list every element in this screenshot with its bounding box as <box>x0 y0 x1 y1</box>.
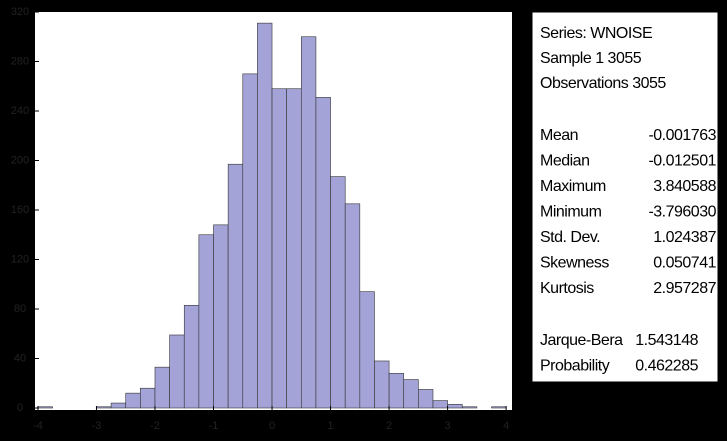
y-tick-label: 240 <box>11 105 29 117</box>
bar <box>315 97 331 409</box>
stats-header: Observations 3055 <box>540 75 666 92</box>
y-tick-label: 160 <box>11 204 29 216</box>
bar <box>403 379 419 409</box>
stat-value: -3.796030 <box>648 204 716 221</box>
bar <box>301 36 317 409</box>
stat-value: 3.840588 <box>653 178 716 195</box>
x-tick-label: 0 <box>269 420 275 432</box>
bar <box>227 163 244 409</box>
bar <box>418 389 434 409</box>
stats-header: Series: WNOISE <box>540 25 652 42</box>
y-tick-label: 0 <box>17 402 23 414</box>
stat-label: Mean <box>540 127 578 144</box>
x-tick-label: 2 <box>386 420 392 432</box>
y-tick-label: 120 <box>11 253 29 265</box>
bar <box>125 392 141 409</box>
stat-value: 1.024387 <box>653 229 716 246</box>
bar <box>37 406 53 409</box>
y-tick-label: 320 <box>11 6 29 18</box>
stat-value: -0.001763 <box>648 127 716 144</box>
bar <box>432 400 448 409</box>
bar <box>447 403 463 409</box>
bar <box>359 291 375 409</box>
x-tick-label: -1 <box>209 420 219 432</box>
y-tick-label: 280 <box>11 55 29 67</box>
stat-value: 1.543148 <box>635 332 698 349</box>
bar <box>154 366 170 409</box>
stat-value: -0.012501 <box>648 153 716 170</box>
bar <box>491 406 507 409</box>
bar <box>213 224 229 409</box>
bar <box>257 22 273 409</box>
stat-value: 2.957287 <box>653 280 716 297</box>
bar <box>286 88 302 409</box>
stat-label: Kurtosis <box>540 280 594 297</box>
y-tick-label: 40 <box>14 352 26 364</box>
stats-panel <box>531 11 719 383</box>
stats-header: Sample 1 3055 <box>540 50 642 67</box>
bar <box>198 234 214 409</box>
bar <box>140 387 156 409</box>
bar <box>169 334 185 409</box>
bar <box>110 402 127 409</box>
bar <box>96 406 112 409</box>
stat-value: 0.050741 <box>653 255 716 272</box>
stat-label: Maximum <box>540 178 606 195</box>
stat-label: Probability <box>540 358 610 375</box>
y-tick-label: 80 <box>14 303 26 315</box>
bar <box>344 203 361 409</box>
bar <box>374 360 390 409</box>
bar <box>242 73 258 409</box>
bar <box>330 176 346 409</box>
x-tick-label: -2 <box>150 420 160 432</box>
bar <box>461 406 478 409</box>
x-tick-label: 3 <box>445 420 451 432</box>
bar <box>183 304 200 409</box>
stat-label: Std. Dev. <box>540 229 600 246</box>
bar <box>271 88 287 409</box>
bar <box>388 373 405 409</box>
x-tick-label: -4 <box>33 420 43 432</box>
x-tick-label: -3 <box>92 420 102 432</box>
stat-label: Median <box>540 153 589 170</box>
stat-label: Jarque-Bera <box>540 332 623 349</box>
y-tick-label: 200 <box>11 154 29 166</box>
stat-label: Skewness <box>540 255 609 272</box>
stat-label: Minimum <box>540 204 602 221</box>
x-tick-label: 4 <box>503 420 509 432</box>
stat-value: 0.462285 <box>635 358 698 375</box>
x-tick-label: 1 <box>328 420 334 432</box>
